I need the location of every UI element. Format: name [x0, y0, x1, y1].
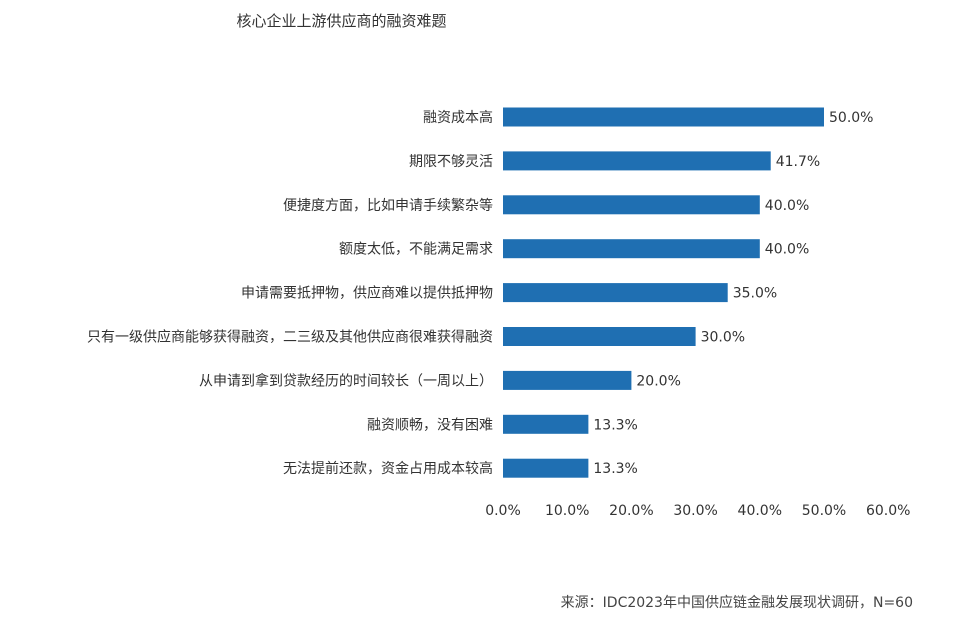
- value-label-6: 30.0%: [701, 330, 745, 346]
- x-tick-label-2: 10.0%: [545, 503, 589, 519]
- x-tick-label-1: 0.0%: [485, 503, 521, 519]
- bar-5: [503, 283, 728, 303]
- bar-3: [503, 195, 760, 215]
- category-label-5: 申请需要抵押物，供应商难以提供抵押物: [241, 285, 493, 302]
- category-label-9: 无法提前还款，资金占用成本较高: [283, 460, 493, 477]
- category-label-3: 便捷度方面，比如申请手续繁杂等: [283, 197, 493, 214]
- bar-9: [503, 458, 589, 478]
- category-label-2: 期限不够灵活: [409, 154, 493, 170]
- value-label-4: 40.0%: [765, 242, 809, 258]
- value-label-1: 50.0%: [829, 110, 873, 126]
- source-note: 来源：IDC2023年中国供应链金融发展现状调研，N=60: [560, 595, 913, 611]
- value-label-5: 35.0%: [733, 286, 777, 302]
- x-tick-label-4: 30.0%: [673, 503, 717, 519]
- category-label-1: 融资成本高: [423, 109, 493, 126]
- value-label-7: 20.0%: [636, 373, 680, 389]
- category-label-7: 从申请到拿到贷款经历的时间较长（一周以上）: [199, 372, 493, 389]
- chart-title: 核心企业上游供应商的融资难题: [236, 12, 447, 30]
- bar-1: [503, 107, 824, 127]
- x-tick-label-6: 50.0%: [802, 503, 846, 519]
- value-label-3: 40.0%: [765, 198, 809, 214]
- x-tick-label-7: 60.0%: [866, 503, 910, 519]
- category-label-6: 只有一级供应商能够获得融资，二三级及其他供应商很难获得融资: [87, 329, 493, 346]
- bar-8: [503, 414, 589, 434]
- value-label-2: 41.7%: [776, 154, 820, 170]
- x-tick-label-5: 40.0%: [738, 503, 782, 519]
- value-label-8: 13.3%: [593, 417, 637, 433]
- bar-2: [503, 151, 771, 171]
- bar-4: [503, 239, 760, 259]
- category-label-8: 融资顺畅，没有困难: [367, 417, 493, 433]
- x-tick-label-3: 20.0%: [609, 503, 653, 519]
- bar-6: [503, 327, 696, 346]
- bar-7: [503, 370, 632, 390]
- category-label-4: 额度太低，不能满足需求: [339, 242, 493, 258]
- value-label-9: 13.3%: [593, 461, 637, 477]
